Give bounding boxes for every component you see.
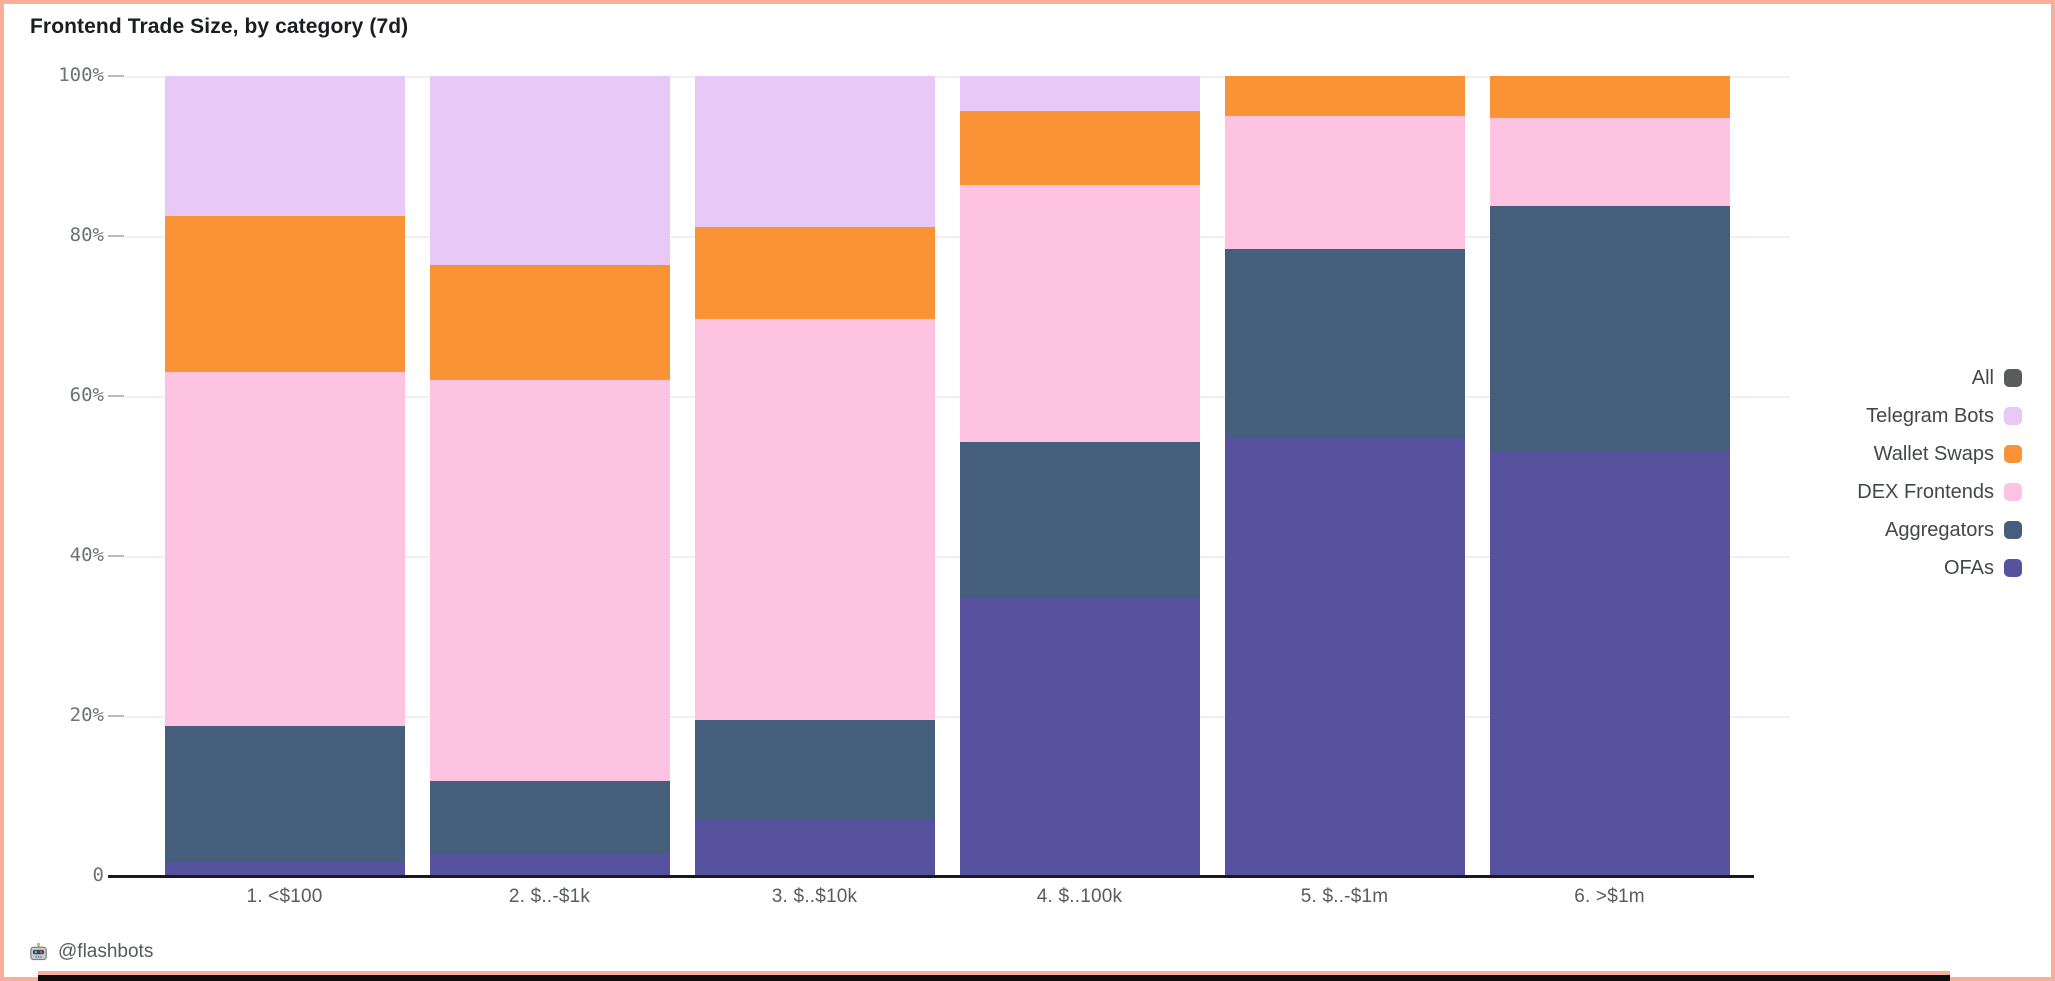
bar-segment-dex-frontends[interactable] [1224, 116, 1465, 249]
gridline-20 [125, 716, 1790, 718]
bar-segment-aggregators[interactable] [1224, 248, 1465, 439]
legend-item-ofas[interactable]: OFAs [1944, 556, 2022, 580]
legend-item-telegram-bots[interactable]: Telegram Bots [1866, 404, 2022, 428]
legend-item-wallet-swaps[interactable]: Wallet Swaps [1874, 442, 2022, 466]
legend-item-aggregators[interactable]: Aggregators [1885, 518, 2022, 542]
stacked-bar-5 [1224, 76, 1465, 876]
bar-segment-wallet-swaps[interactable] [164, 216, 405, 372]
bar-segment-wallet-swaps[interactable] [429, 264, 670, 380]
chart-title: Frontend Trade Size, by category (7d) [30, 15, 409, 38]
bar-segment-aggregators[interactable] [959, 442, 1200, 598]
x-axis-line [108, 875, 1754, 878]
y-tick-label-60: 60% [69, 384, 104, 406]
attribution: @flashbots [28, 941, 153, 963]
legend-label: Telegram Bots [1866, 404, 1994, 427]
bar-slot-6 [1477, 76, 1742, 876]
bar-segment-wallet-swaps[interactable] [694, 227, 935, 320]
legend-swatch-icon [2004, 369, 2022, 387]
bottom-black-bar [38, 975, 1950, 981]
y-tick-20 [108, 715, 124, 717]
x-tick-label-1: 1. <$100 [246, 886, 323, 907]
bar-segment-ofas[interactable] [1489, 451, 1730, 876]
bar-slot-5 [1212, 76, 1477, 876]
y-tick-label-40: 40% [69, 544, 104, 566]
x-tick-label-6: 6. >$1m [1574, 886, 1645, 907]
bar-segment-dex-frontends[interactable] [164, 372, 405, 726]
bar-segment-aggregators[interactable] [1489, 205, 1730, 452]
bar-slot-4 [947, 76, 1212, 876]
bar-segment-dex-frontends[interactable] [429, 379, 670, 781]
legend-item-dex-frontends[interactable]: DEX Frontends [1857, 480, 2022, 504]
attribution-handle: @flashbots [58, 941, 154, 962]
plot-area [152, 76, 1742, 876]
legend-label: DEX Frontends [1857, 480, 1994, 503]
robot-icon [30, 942, 47, 960]
bar-slot-3 [682, 76, 947, 876]
bar-segment-telegram-bots[interactable] [959, 76, 1200, 112]
bar-segment-ofas[interactable] [429, 853, 670, 876]
bar-segment-wallet-swaps[interactable] [1489, 76, 1730, 118]
legend-item-all[interactable]: All [1972, 366, 2022, 390]
y-tick-100 [108, 75, 124, 77]
stacked-bar-2 [429, 76, 670, 876]
x-tick-label-4: 4. $..100k [1036, 886, 1123, 907]
bottom-border-accent [38, 971, 1950, 975]
x-tick-label-3: 3. $..$10k [771, 886, 858, 907]
x-axis-labels: 1. <$100 2. $..-$1k 3. $..$10k 4. $..100k 5.… [152, 886, 1742, 908]
legend-swatch-icon [2004, 521, 2022, 539]
bar-segment-telegram-bots[interactable] [429, 76, 670, 265]
bar-segment-telegram-bots[interactable] [164, 76, 405, 216]
y-tick-60 [108, 395, 124, 397]
legend-swatch-icon [2004, 407, 2022, 425]
stacked-bar-6 [1489, 76, 1730, 876]
bar-slot-2 [417, 76, 682, 876]
bar-segment-dex-frontends[interactable] [694, 319, 935, 720]
bar-slot-1 [152, 76, 417, 876]
bar-segment-aggregators[interactable] [694, 719, 935, 820]
legend-swatch-icon [2004, 559, 2022, 577]
legend-label: Wallet Swaps [1873, 442, 1994, 465]
bar-segment-aggregators[interactable] [429, 780, 670, 854]
gridline-60 [125, 396, 1790, 398]
gridline-100 [125, 76, 1790, 78]
y-tick-label-20: 20% [69, 704, 104, 726]
stacked-bar-3 [694, 76, 935, 876]
bar-segment-wallet-swaps[interactable] [1224, 76, 1465, 116]
bar-segment-aggregators[interactable] [164, 725, 405, 862]
bar-segment-dex-frontends[interactable] [1489, 117, 1730, 206]
legend-swatch-icon [2004, 483, 2022, 501]
gridline-40 [125, 556, 1790, 558]
bar-segment-ofas[interactable] [1224, 438, 1465, 876]
legend-label: Aggregators [1885, 518, 1994, 541]
legend-swatch-icon [2004, 445, 2022, 463]
bar-segment-ofas[interactable] [959, 597, 1200, 876]
y-tick-label-80: 80% [69, 224, 104, 246]
bar-segment-telegram-bots[interactable] [694, 76, 935, 228]
x-tick-label-5: 5. $..-$1m [1300, 886, 1389, 907]
bar-segment-wallet-swaps[interactable] [959, 111, 1200, 185]
bar-segment-ofas[interactable] [164, 861, 405, 876]
gridline-80 [125, 236, 1790, 238]
legend-label: All [1971, 366, 1994, 389]
legend: All Telegram Bots Wallet Swaps DEX Frontend… [1857, 366, 2022, 580]
y-tick-80 [108, 235, 124, 237]
x-tick-label-2: 2. $..-$1k [508, 886, 591, 907]
legend-label: OFAs [1943, 556, 1994, 579]
bar-segment-ofas[interactable] [694, 819, 935, 876]
stacked-bar-1 [164, 76, 405, 876]
y-tick-40 [108, 555, 124, 557]
stacked-bar-4 [959, 76, 1200, 876]
y-tick-label-100: 100% [58, 64, 104, 86]
y-tick-label-0: 0 [92, 864, 104, 886]
gridline-layer [125, 76, 1790, 876]
bar-segment-dex-frontends[interactable] [959, 184, 1200, 443]
